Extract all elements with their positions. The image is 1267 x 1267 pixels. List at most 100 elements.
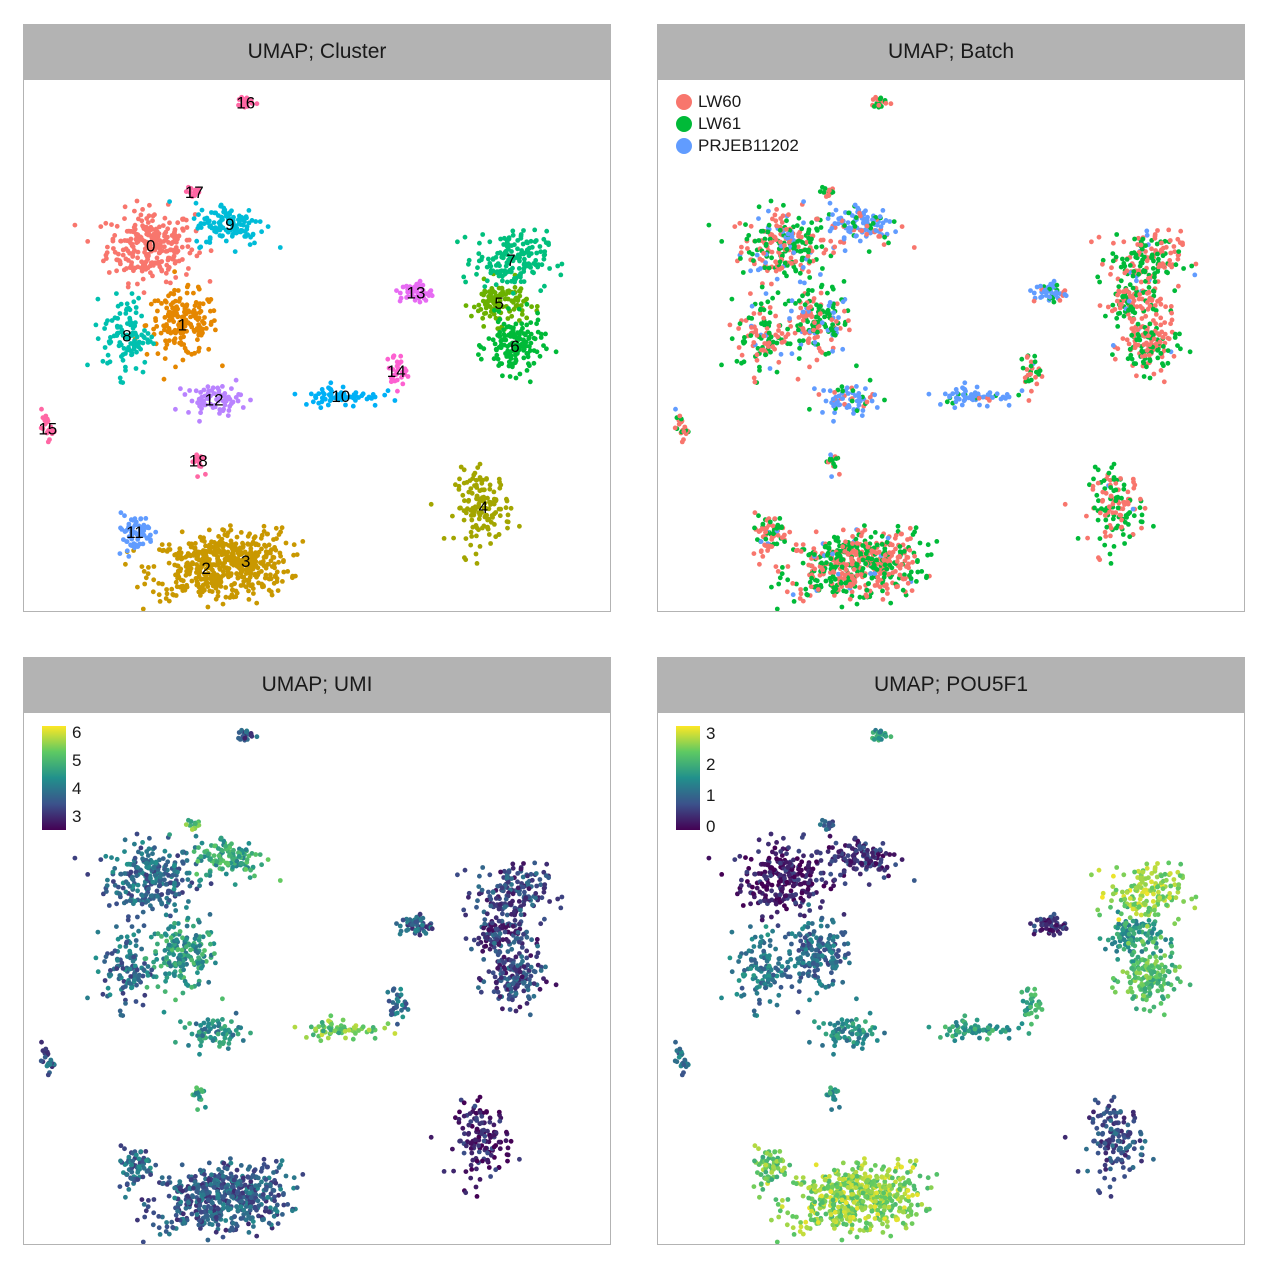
data-point	[873, 228, 879, 233]
data-point	[475, 265, 480, 271]
data-point	[413, 286, 418, 292]
data-point	[493, 282, 499, 288]
data-point	[818, 303, 823, 309]
data-point	[789, 308, 794, 314]
data-point	[529, 304, 534, 310]
data-point	[482, 288, 488, 294]
data-point	[1111, 477, 1117, 482]
data-point	[463, 279, 468, 285]
data-point	[109, 222, 114, 228]
data-point	[166, 542, 172, 547]
data-point	[180, 990, 186, 996]
data-point	[144, 216, 150, 221]
data-point	[942, 391, 948, 397]
data-point	[1122, 519, 1128, 525]
data-point	[1142, 353, 1148, 359]
data-point	[199, 207, 205, 213]
data-point	[977, 402, 982, 408]
data-point	[773, 564, 779, 569]
data-point	[853, 215, 859, 221]
data-point	[776, 323, 782, 329]
data-point	[756, 513, 761, 519]
data-point	[180, 962, 186, 968]
data-point	[155, 894, 160, 899]
data-point	[877, 584, 883, 590]
data-point	[502, 235, 507, 241]
data-point	[809, 220, 815, 226]
data-point	[132, 898, 138, 904]
data-point	[259, 546, 264, 552]
data-point	[476, 516, 482, 522]
data-point	[466, 498, 471, 504]
data-point	[1177, 240, 1183, 246]
data-point	[173, 997, 178, 1003]
data-point	[477, 477, 483, 482]
data-point	[481, 505, 487, 511]
data-point	[752, 525, 757, 531]
data-point	[1028, 377, 1034, 383]
data-point	[1128, 352, 1134, 358]
data-point	[223, 1218, 229, 1223]
data-point	[779, 571, 785, 577]
data-point	[251, 535, 257, 541]
data-point	[736, 345, 742, 350]
data-point	[183, 189, 189, 194]
data-point	[509, 278, 514, 284]
data-point	[230, 223, 236, 229]
data-point	[759, 284, 765, 290]
data-point	[834, 301, 840, 307]
data-point	[752, 238, 758, 244]
data-point	[197, 570, 203, 575]
data-point	[189, 398, 195, 404]
data-point	[141, 923, 147, 929]
data-point	[809, 572, 815, 578]
data-point	[85, 872, 91, 877]
data-point	[784, 218, 789, 224]
data-point	[197, 418, 202, 424]
data-point	[246, 588, 251, 594]
data-point	[265, 224, 271, 230]
data-point	[802, 302, 808, 308]
data-point	[338, 393, 344, 399]
data-point	[1127, 346, 1133, 352]
data-point	[257, 219, 263, 225]
data-point	[109, 855, 114, 860]
data-point	[207, 236, 213, 242]
data-point	[188, 947, 193, 953]
data-point	[535, 317, 541, 323]
data-point	[172, 552, 178, 558]
data-point	[252, 240, 257, 246]
data-point	[849, 573, 855, 579]
data-point	[1031, 298, 1037, 304]
data-point	[812, 386, 817, 392]
data-point	[394, 359, 400, 365]
data-point	[313, 393, 318, 399]
data-point	[1090, 483, 1096, 489]
data-point	[737, 220, 743, 226]
data-point	[1102, 508, 1108, 513]
data-point	[775, 569, 781, 574]
data-point	[196, 919, 202, 925]
data-point	[1140, 236, 1146, 242]
data-point	[469, 517, 475, 523]
data-point	[208, 223, 213, 228]
data-point	[179, 877, 185, 883]
data-point	[525, 240, 530, 246]
data-point	[510, 232, 516, 238]
data-point	[199, 456, 205, 461]
data-point	[1028, 371, 1033, 377]
data-point	[822, 544, 828, 550]
data-point	[498, 342, 504, 348]
data-point	[533, 238, 539, 243]
data-point	[117, 340, 123, 345]
data-point	[1051, 299, 1057, 305]
data-point	[840, 527, 846, 533]
data-point	[208, 572, 214, 578]
data-point	[1146, 276, 1151, 281]
data-point	[913, 525, 919, 531]
data-point	[160, 581, 165, 587]
data-point	[901, 549, 907, 554]
data-point	[524, 301, 530, 307]
data-point	[131, 344, 137, 349]
data-point	[196, 564, 202, 570]
